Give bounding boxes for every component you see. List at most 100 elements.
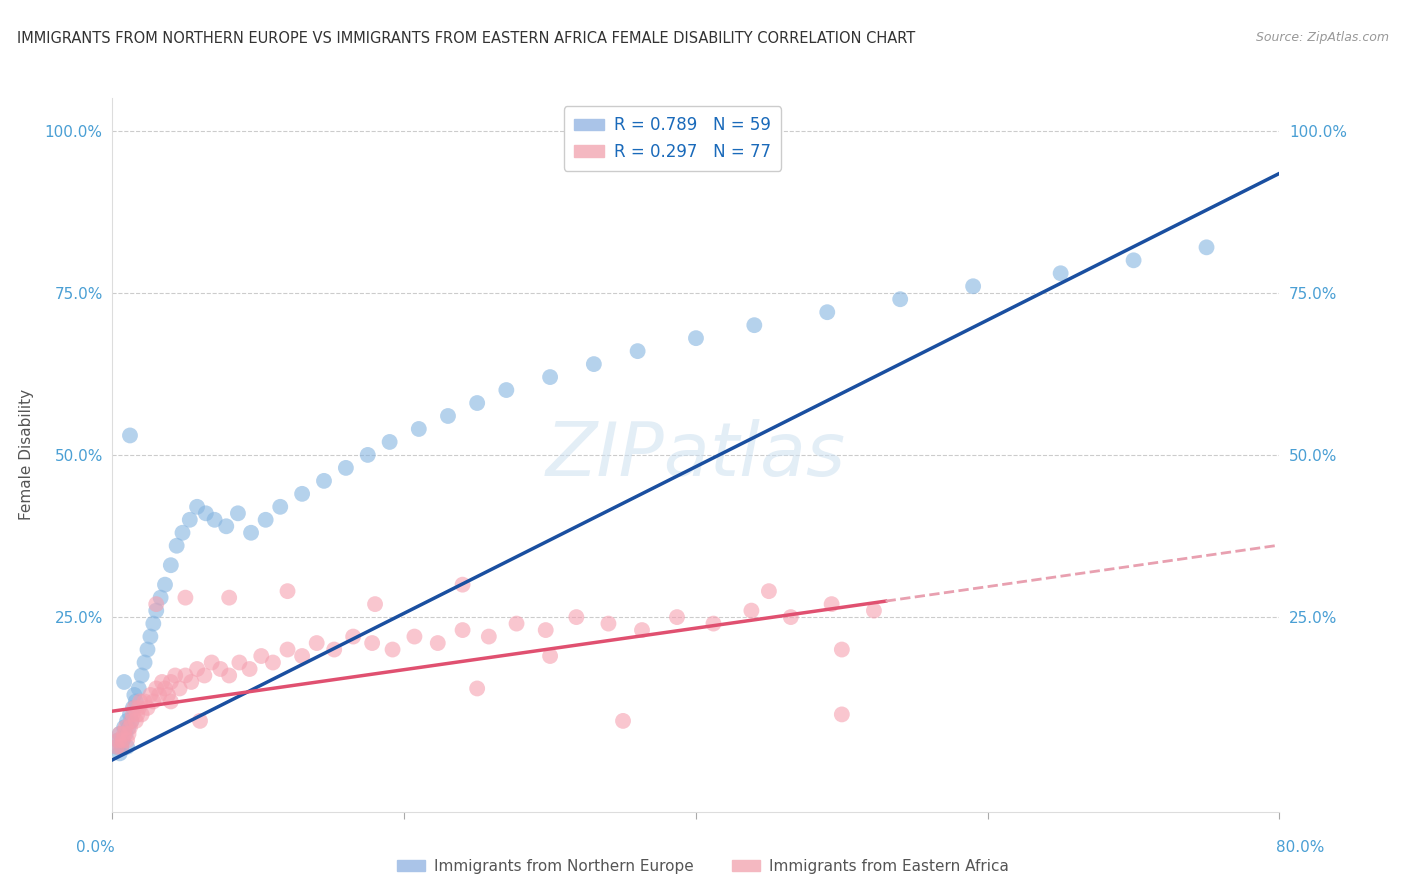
Point	[107, 733, 129, 747]
Point	[120, 714, 142, 728]
Point	[962, 279, 984, 293]
Point	[228, 656, 250, 670]
Point	[820, 597, 842, 611]
Point	[145, 604, 167, 618]
Point	[107, 733, 129, 747]
Text: IMMIGRANTS FROM NORTHERN EUROPE VS IMMIGRANTS FROM EASTERN AFRICA FEMALE DISABIL: IMMIGRANTS FROM NORTHERN EUROPE VS IMMIG…	[17, 31, 915, 46]
Point	[889, 292, 911, 306]
Point	[538, 370, 561, 384]
Text: 0.0%: 0.0%	[76, 840, 115, 855]
Point	[276, 642, 298, 657]
Point	[139, 630, 162, 644]
Point	[166, 539, 188, 553]
Point	[598, 616, 620, 631]
Point	[831, 707, 853, 722]
Point	[1122, 253, 1144, 268]
Point	[142, 694, 165, 708]
Point	[160, 675, 183, 690]
Legend: Immigrants from Northern Europe, Immigrants from Eastern Africa: Immigrants from Northern Europe, Immigra…	[391, 853, 1015, 880]
Point	[779, 610, 801, 624]
Point	[478, 630, 501, 644]
Point	[218, 591, 240, 605]
Point	[127, 707, 149, 722]
Point	[201, 656, 224, 670]
Point	[437, 409, 460, 423]
Point	[156, 688, 179, 702]
Text: ZIPatlas: ZIPatlas	[546, 419, 846, 491]
Point	[194, 506, 217, 520]
Point	[364, 597, 387, 611]
Point	[153, 577, 176, 591]
Point	[179, 513, 201, 527]
Point	[465, 681, 488, 696]
Point	[131, 707, 153, 722]
Point	[631, 623, 654, 637]
Point	[582, 357, 605, 371]
Point	[153, 681, 176, 696]
Point	[112, 675, 135, 690]
Point	[160, 558, 183, 573]
Point	[136, 642, 159, 657]
Point	[115, 733, 138, 747]
Point	[174, 591, 197, 605]
Point	[742, 318, 765, 333]
Point	[186, 500, 208, 514]
Point	[323, 642, 346, 657]
Point	[240, 525, 263, 540]
Point	[145, 597, 167, 611]
Point	[1195, 240, 1218, 254]
Point	[139, 688, 162, 702]
Point	[193, 668, 215, 682]
Point	[114, 720, 136, 734]
Point	[250, 648, 273, 663]
Point	[815, 305, 838, 319]
Point	[124, 701, 146, 715]
Point	[335, 461, 357, 475]
Point	[110, 739, 132, 754]
Point	[218, 668, 240, 682]
Point	[342, 630, 364, 644]
Point	[269, 500, 291, 514]
Point	[115, 739, 138, 754]
Point	[702, 616, 724, 631]
Legend: R = 0.789   N = 59, R = 0.297   N = 77: R = 0.789 N = 59, R = 0.297 N = 77	[564, 106, 782, 170]
Point	[136, 701, 159, 715]
Point	[118, 720, 141, 734]
Point	[262, 656, 284, 670]
Point	[108, 727, 131, 741]
Point	[150, 675, 173, 690]
Point	[128, 681, 150, 696]
Point	[134, 694, 156, 708]
Point	[115, 714, 138, 728]
Point	[426, 636, 449, 650]
Point	[465, 396, 488, 410]
Point	[204, 513, 226, 527]
Point	[125, 714, 148, 728]
Point	[495, 383, 517, 397]
Point	[145, 681, 167, 696]
Point	[209, 662, 232, 676]
Point	[186, 662, 208, 676]
Point	[276, 584, 298, 599]
Text: 80.0%: 80.0%	[1277, 840, 1324, 855]
Point	[381, 642, 404, 657]
Point	[112, 727, 135, 741]
Point	[226, 506, 249, 520]
Point	[105, 739, 128, 754]
Point	[565, 610, 588, 624]
Point	[160, 694, 183, 708]
Point	[114, 727, 136, 741]
Point	[505, 616, 527, 631]
Point	[215, 519, 238, 533]
Point	[685, 331, 707, 345]
Point	[124, 688, 146, 702]
Point	[148, 688, 170, 702]
Point	[117, 720, 139, 734]
Point	[404, 630, 426, 644]
Point	[174, 668, 197, 682]
Point	[118, 707, 141, 722]
Point	[118, 428, 141, 442]
Point	[111, 733, 134, 747]
Point	[291, 487, 314, 501]
Point	[305, 636, 328, 650]
